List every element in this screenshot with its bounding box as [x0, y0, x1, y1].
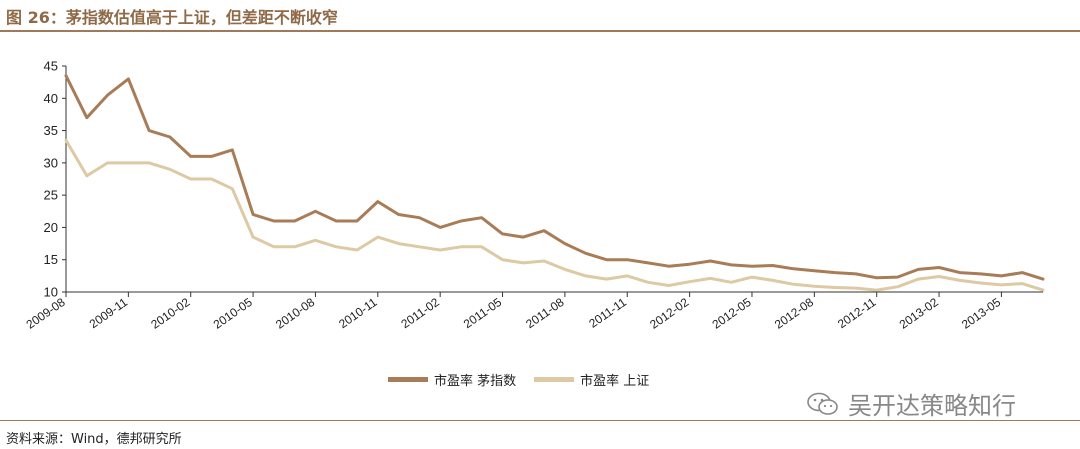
x-tick-label: 2013-02 [897, 295, 941, 332]
x-tick-label: 2012-11 [835, 295, 879, 331]
wechat-icon [807, 392, 838, 415]
x-tick-label: 2010-11 [336, 295, 380, 331]
x-tick-label: 2013-05 [959, 295, 1003, 332]
legend-swatch-maotai [388, 377, 428, 382]
y-tick-label: 10 [44, 285, 58, 300]
x-tick-label: 2010-08 [273, 295, 317, 332]
x-tick-label: 2011-05 [461, 295, 505, 331]
y-tick-label: 45 [44, 59, 58, 74]
series-layer [64, 74, 1045, 292]
watermark-text: 吴开达策略知行 [848, 392, 1016, 420]
x-tick-label: 2009-08 [24, 295, 68, 332]
series-line-shanghai [64, 138, 1045, 292]
x-tick-label: 2010-05 [211, 295, 255, 332]
y-tick-label: 15 [44, 252, 58, 267]
y-tick-label: 30 [44, 155, 58, 170]
x-tick-label: 2012-05 [710, 295, 754, 332]
legend-item-shanghai: 市盈率 上证 [534, 370, 649, 389]
x-tick-label: 2011-11 [586, 295, 629, 331]
legend-item-maotai: 市盈率 茅指数 [388, 370, 516, 389]
watermark: 吴开达策略知行 [806, 386, 1016, 421]
legend-swatch-shanghai [534, 377, 575, 382]
source-note: 资料来源：Wind，德邦研究所 [6, 432, 182, 447]
x-tick-label: 2011-02 [399, 295, 443, 331]
y-tick-label: 35 [44, 123, 58, 138]
axes: 10 15 20 25 30 35 40 45 2009-08 2009-11 2010-02 201… [24, 59, 1043, 332]
footer-divider [0, 420, 1080, 421]
x-tick-label: 2011-08 [523, 295, 567, 331]
y-tick-label: 25 [44, 188, 58, 203]
legend: 市盈率 茅指数 市盈率 上证 [388, 370, 667, 389]
x-tick-label: 2010-02 [148, 295, 192, 332]
title-divider [0, 30, 1080, 32]
legend-label-shanghai: 市盈率 上证 [580, 374, 650, 389]
x-tick-label: 2009-11 [87, 295, 131, 331]
chart-title: 图 26：茅指数估值高于上证，但差距不断收窄 [6, 8, 338, 27]
series-line-maotai [64, 74, 1045, 281]
x-tick-label: 2012-08 [772, 295, 816, 332]
legend-label-maotai: 市盈率 茅指数 [434, 374, 517, 389]
x-tick-label: 2012-02 [647, 295, 691, 332]
y-tick-label: 40 [44, 91, 58, 106]
y-tick-label: 20 [44, 220, 58, 235]
